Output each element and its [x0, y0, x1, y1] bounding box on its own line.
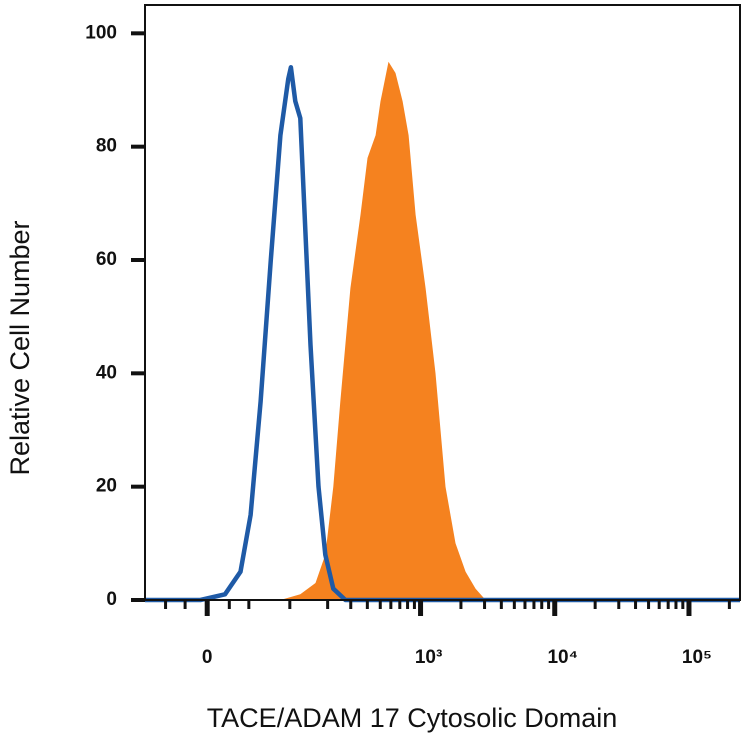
- y-axis-label: Relative Cell Number: [5, 220, 35, 475]
- x-axis-label: TACE/ADAM 17 Cytosolic Domain: [207, 703, 618, 733]
- y-tick-label: 40: [96, 362, 117, 383]
- y-tick-label: 80: [96, 136, 117, 157]
- filled-histogram: [280, 61, 486, 600]
- y-tick-label: 100: [85, 22, 117, 43]
- y-tick-label: 20: [96, 476, 117, 497]
- x-tick-label: 10⁴: [547, 647, 578, 668]
- x-tick-label: 0: [202, 647, 213, 668]
- plot-frame: [144, 4, 741, 601]
- y-tick-label: 0: [106, 589, 117, 610]
- x-tick-label: 10³: [415, 647, 442, 668]
- isotype-histogram: [145, 65, 740, 603]
- x-tick-label: 10⁵: [682, 647, 712, 668]
- y-tick-label: 60: [96, 249, 117, 270]
